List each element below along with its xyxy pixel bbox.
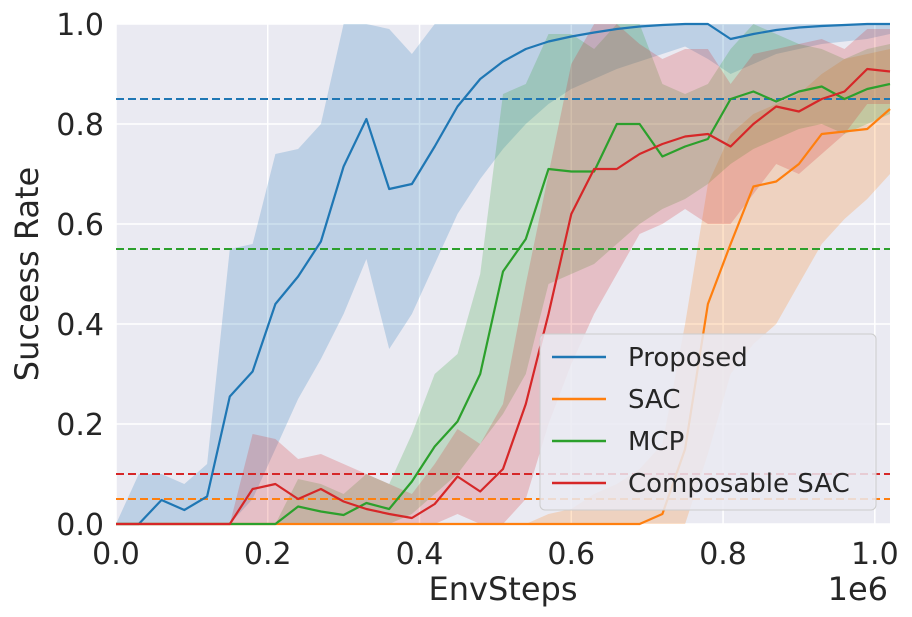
mcp-line — [116, 82, 891, 526]
legend-label-proposed: Proposed — [628, 343, 748, 373]
x-tick-label: 0.0 — [92, 537, 140, 572]
y-tick-label: 0.8 — [56, 108, 104, 143]
y-tick-label: 1.0 — [56, 8, 104, 43]
y-tick-label: 0.2 — [56, 408, 104, 443]
x-tick-labels: 0.0 0.2 0.4 0.6 0.8 1.0 — [92, 537, 899, 572]
grid-lines — [115, 23, 890, 525]
legend-label-mcp: MCP — [628, 427, 684, 457]
legend: Proposed SAC MCP Composable SAC — [539, 333, 877, 511]
legend-box — [539, 333, 877, 511]
y-tick-label: 0.4 — [56, 308, 104, 343]
x-offset-label: 1e6 — [828, 570, 888, 608]
x-tick-label: 0.6 — [547, 537, 595, 572]
y-tick-label: 0.0 — [56, 508, 104, 543]
x-axis-label: EnvSteps — [429, 570, 578, 608]
x-tick-label: 0.8 — [699, 537, 747, 572]
legend-label-sac: SAC — [628, 385, 680, 415]
y-tick-label: 0.6 — [56, 208, 104, 243]
y-tick-labels: 0.0 0.2 0.4 0.6 0.8 1.0 — [56, 8, 104, 543]
x-tick-label: 0.4 — [396, 537, 444, 572]
baseline-lines — [116, 98, 890, 500]
composable-sac-band — [116, 24, 890, 524]
series-lines — [116, 22, 891, 526]
proposed-line — [116, 22, 890, 526]
y-axis-label: Suceess Rate — [8, 167, 46, 381]
legend-label-composable-sac: Composable SAC — [628, 469, 850, 499]
x-tick-label: 0.2 — [244, 537, 292, 572]
proposed-band — [116, 24, 890, 524]
x-tick-label: 1.0 — [851, 537, 899, 572]
composable-sac-line — [116, 67, 891, 526]
